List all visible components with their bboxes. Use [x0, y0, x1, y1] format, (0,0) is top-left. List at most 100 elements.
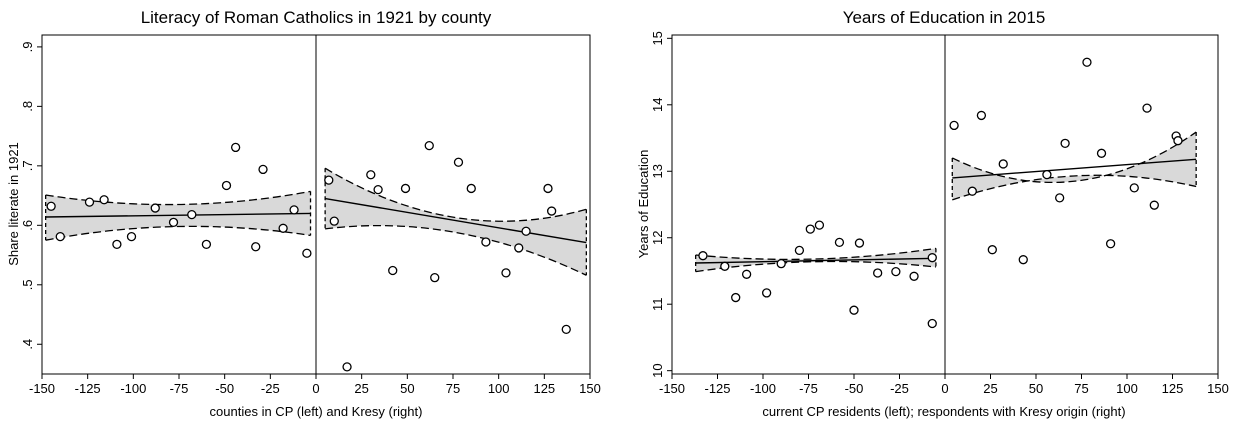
x-tick-label: 75 — [1074, 381, 1088, 396]
data-point — [84, 197, 95, 207]
x-tick-label: -75 — [799, 381, 818, 396]
ci-upper-line — [951, 131, 1197, 184]
data-point — [521, 226, 531, 236]
data-point — [150, 203, 160, 213]
data-point — [278, 223, 288, 233]
data-point — [927, 253, 937, 263]
y-tick-label: 10 — [650, 363, 665, 377]
x-tick-label: 25 — [354, 381, 368, 396]
data-point — [373, 184, 383, 195]
data-point — [741, 269, 752, 279]
data-point — [854, 238, 865, 248]
x-tick-label: -25 — [890, 381, 909, 396]
x-tick-label: -150 — [659, 381, 685, 396]
data-point — [805, 224, 815, 234]
data-point — [453, 157, 464, 167]
y-tick-label: .5 — [20, 279, 35, 290]
data-point — [967, 186, 977, 196]
y-axis-label: Years of Education — [636, 150, 651, 259]
y-tick-label: .8 — [20, 101, 35, 112]
y-tick-label: 15 — [650, 31, 665, 45]
data-point — [501, 268, 511, 278]
data-point — [761, 288, 772, 298]
data-point — [230, 142, 241, 153]
y-tick-label: 13 — [650, 164, 665, 178]
data-point — [776, 259, 786, 269]
data-point — [187, 209, 197, 220]
ci-upper-line — [324, 167, 587, 222]
data-point — [873, 268, 883, 278]
data-point — [324, 175, 334, 185]
y-tick-label: 14 — [650, 98, 665, 112]
ci-lower-line — [952, 174, 1197, 201]
literacy-1921-chart: Literacy of Roman Catholics in 1921 by c… — [6, 8, 601, 419]
data-point — [1173, 136, 1183, 146]
data-point — [466, 183, 476, 194]
y-tick-label: 11 — [650, 297, 665, 311]
data-point — [221, 180, 232, 191]
data-point — [998, 159, 1008, 169]
data-point — [388, 265, 398, 276]
x-tick-label: 25 — [983, 381, 997, 396]
data-point — [561, 324, 571, 335]
fit-line — [695, 257, 936, 264]
chart-title: Years of Education in 2015 — [843, 8, 1046, 27]
data-point — [1055, 193, 1065, 203]
data-point — [1042, 169, 1052, 180]
x-tick-label: -125 — [75, 381, 101, 396]
data-point — [909, 271, 919, 281]
x-tick-label: -25 — [261, 381, 280, 396]
x-tick-label: 150 — [1207, 381, 1229, 396]
data-point — [1096, 148, 1107, 158]
data-point — [481, 237, 491, 247]
data-point — [834, 237, 845, 248]
fit-line — [325, 197, 587, 244]
ci-lower-line — [45, 225, 311, 241]
y-tick-label: 12 — [650, 231, 665, 245]
data-point — [546, 206, 557, 216]
x-tick-label: 50 — [400, 381, 414, 396]
data-point — [1105, 239, 1116, 249]
x-tick-label: 125 — [533, 381, 555, 396]
data-point — [400, 183, 411, 194]
data-point — [1060, 138, 1070, 148]
x-tick-label: -150 — [29, 381, 55, 396]
data-point — [1018, 255, 1028, 265]
data-point — [126, 231, 137, 242]
data-point — [201, 239, 212, 249]
data-point — [849, 305, 859, 315]
x-tick-label: 100 — [1116, 381, 1138, 396]
data-point — [258, 164, 268, 175]
data-point — [302, 248, 312, 258]
fit-line — [952, 158, 1197, 179]
data-point — [112, 239, 122, 249]
x-tick-label: 100 — [488, 381, 510, 396]
data-point — [698, 251, 708, 261]
data-point — [949, 120, 959, 131]
y-tick-label: .9 — [20, 41, 35, 52]
data-point — [251, 242, 261, 252]
data-point — [289, 205, 299, 215]
y-tick-label: .6 — [20, 220, 35, 231]
y-tick-label: .7 — [20, 160, 35, 171]
x-tick-label: -125 — [704, 381, 730, 396]
data-point — [55, 231, 65, 242]
x-axis-label: counties in CP (left) and Kresy (right) — [210, 404, 423, 419]
data-point — [430, 273, 440, 283]
data-point — [543, 183, 553, 194]
ci-upper-line — [45, 190, 311, 206]
x-tick-label: 50 — [1029, 381, 1043, 396]
x-tick-label: 125 — [1162, 381, 1184, 396]
ci-lower-line — [325, 225, 587, 276]
data-point — [46, 201, 56, 211]
data-point — [1082, 57, 1092, 67]
data-point — [794, 245, 805, 256]
x-tick-label: -50 — [215, 381, 234, 396]
data-point — [1142, 103, 1152, 113]
x-axis-label: current CP residents (left); respondents… — [762, 404, 1125, 419]
data-point — [987, 245, 997, 255]
x-tick-label: 150 — [579, 381, 601, 396]
data-point — [99, 195, 109, 205]
data-point — [1149, 200, 1159, 210]
